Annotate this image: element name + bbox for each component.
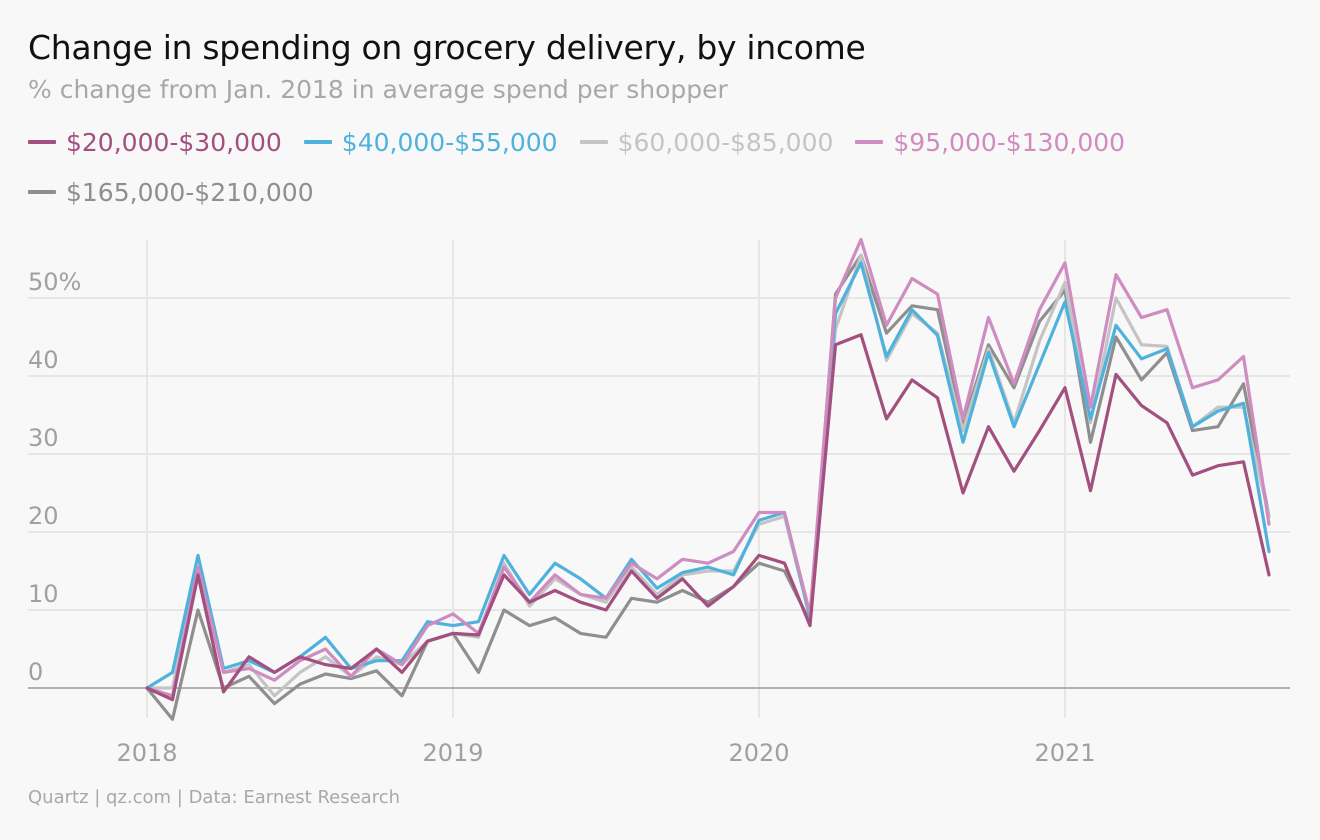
legend-label: $95,000-$130,000 [893,127,1126,157]
legend-swatch [855,140,884,144]
legend-item-20k-30k: $20,000-$30,000 [28,124,282,160]
y-tick-label: 20 [28,502,59,530]
chart-title: Change in spending on grocery delivery, … [28,28,866,67]
series-line [145,237,1271,698]
y-tick-label: 30 [28,424,59,452]
series-line [145,253,1271,698]
legend-swatch [303,140,332,144]
series-line [145,253,1271,721]
y-tick-label: 0 [28,658,43,686]
legend-label: $20,000-$30,000 [66,127,282,157]
legend-label: $40,000-$55,000 [341,127,558,157]
y-tick-label: 40 [28,346,59,374]
chart-subtitle: % change from Jan. 2018 in average spend… [28,75,728,104]
x-tick-label: 2019 [422,739,483,767]
legend-item-165k-210k: $165,000-$210,000 [28,174,314,210]
legend-swatch [579,140,608,144]
legend-swatch [28,190,56,194]
legend-item-60k-85k: $60,000-$85,000 [579,124,834,160]
y-tick-label: 10 [28,580,59,608]
legend-swatch [28,140,56,144]
legend-label: $165,000-$210,000 [66,177,314,207]
legend-label: $60,000-$85,000 [617,127,834,157]
x-tick-label: 2021 [1034,739,1095,767]
source-note: Quartz | qz.com | Data: Earnest Research [28,787,401,808]
y-tick-label: 50% [28,268,81,296]
legend-item-95k-130k: $95,000-$130,000 [855,124,1125,160]
x-tick-label: 2018 [116,739,177,767]
x-tick-label: 2020 [728,739,789,767]
series-line [145,261,1271,690]
legend: $20,000-$30,000 $40,000-$55,000 $60,000-… [28,124,1288,210]
legend-item-40k-55k: $40,000-$55,000 [303,124,558,160]
series-line [145,333,1271,702]
